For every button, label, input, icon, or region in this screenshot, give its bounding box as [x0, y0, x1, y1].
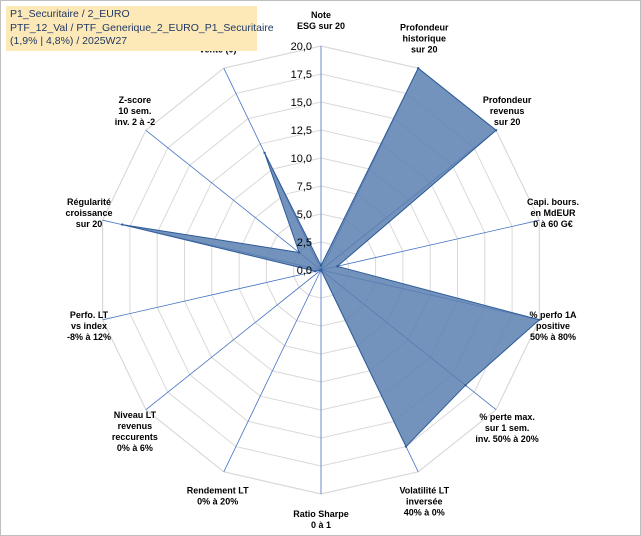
axis-tick-label: 5,0 [297, 209, 312, 221]
category-label-line: 0% à 6% [117, 443, 153, 453]
category-label: % perte max. sur 1 sem. inv. 50% à 20% [475, 412, 538, 444]
portfolio-info-box: P1_Securitaire / 2_EURO PTF_12_Val / PTF… [6, 6, 274, 51]
category-label-line: Note [311, 10, 331, 20]
category-label-line: sur 20 [494, 117, 521, 127]
radar-spoke [145, 269, 322, 411]
axis-tick-label: 10,0 [291, 153, 312, 165]
category-label: Capi. bours. en MdEUR 0 à 60 G€ [527, 197, 579, 229]
series-point [319, 264, 323, 267]
category-label-line: historique [403, 34, 447, 44]
series-point [297, 251, 301, 254]
category-label-line: Régularité [67, 197, 111, 207]
category-label-line: Profondeur [400, 23, 449, 33]
radar-spoke [102, 269, 322, 321]
series-point [404, 445, 408, 448]
category-label-line: sur 20 [411, 45, 438, 55]
series-point [417, 67, 420, 70]
axis-tick-label: 17,5 [291, 69, 312, 81]
info-line-1: P1_Securitaire / 2_EURO [10, 8, 130, 20]
category-label-line: 40% à 0% [404, 507, 445, 517]
category-label-line: sur 1 sem. [485, 423, 530, 433]
category-label: Note ESG sur 20 [297, 10, 345, 31]
series-point [538, 318, 541, 321]
series-point [314, 270, 317, 273]
axis-tick-label: 0,0 [297, 265, 312, 277]
category-label-line: revenus [490, 106, 525, 116]
radar-spoke [320, 219, 540, 271]
category-label: Volatilité LT inversée 40% à 0% [399, 485, 449, 517]
category-label: Ratio Sharpe 0 à 1 [293, 509, 349, 530]
category-label-line: ESG sur 20 [297, 21, 345, 31]
category-label: Z-score 10 sem. inv. 2 à -2 [115, 95, 155, 127]
category-label-line: reccurents [112, 432, 158, 442]
axis-tick-label: 20,0 [291, 41, 312, 53]
series-point [319, 268, 323, 272]
category-label-line: inv. 50% à 20% [475, 434, 538, 444]
category-label-line: % perte max. [479, 412, 535, 422]
category-label-line: 50% à 80% [530, 332, 576, 342]
category-label-line: positive [536, 321, 570, 331]
category-label-line: Ratio Sharpe [293, 509, 349, 519]
radar-spoke [145, 129, 322, 271]
category-label-line: 10 sem. [118, 106, 151, 116]
category-label: Régularité croissance sur 20 [65, 197, 112, 229]
axis-tick-label: 7,5 [297, 181, 312, 193]
category-label-line: inv. 2 à -2 [115, 117, 155, 127]
series-point [336, 265, 339, 268]
category-label-line: -8% à 12% [67, 332, 111, 342]
category-label: % perfo 1A positive 50% à 80% [529, 310, 577, 342]
category-label-line: Capi. bours. [527, 197, 579, 207]
category-label-line: en MdEUR [531, 208, 577, 218]
radar-tick-labels: 0,0 2,5 5,0 7,5 10,0 12,5 15,0 17,5 20,0 [291, 41, 312, 277]
radar-spoke [223, 269, 322, 472]
category-label-line: vs index [71, 321, 107, 331]
category-label-line: croissance [65, 208, 112, 218]
radar-series [121, 67, 541, 448]
category-label: Profondeur historique sur 20 [400, 23, 449, 55]
series-point [464, 384, 467, 387]
category-label-line: sur 20 [76, 219, 103, 229]
category-label-line: Volatilité LT [399, 485, 449, 495]
series-point [121, 223, 124, 226]
category-label-line: Rendement LT [187, 485, 249, 495]
category-label-line: Niveau LT [114, 410, 157, 420]
category-label: Rendement LT 0% à 20% [187, 485, 249, 506]
category-label: Perfo. LT vs index -8% à 12% [67, 310, 111, 342]
category-label-line: 0% à 20% [197, 496, 238, 506]
series-point [263, 151, 266, 155]
info-line-3: (1,9% | 4,8%) / 2025W27 [10, 35, 128, 47]
axis-tick-label: 12,5 [291, 125, 312, 137]
category-label-line: 0 à 1 [311, 520, 331, 530]
category-label-line: Perfo. LT [70, 310, 109, 320]
category-label-line: inversée [406, 496, 443, 506]
category-label: Niveau LT revenus reccurents 0% à 6% [112, 410, 158, 453]
series-point [494, 129, 498, 132]
axis-tick-label: 15,0 [291, 97, 312, 109]
info-line-2: PTF_12_Val / PTF_Generique_2_EURO_P1_Sec… [10, 21, 274, 34]
category-label: Profondeur revenus sur 20 [483, 95, 532, 127]
category-label-line: Profondeur [483, 95, 532, 105]
category-label-line: Z-score [119, 95, 152, 105]
axis-tick-label: 2,5 [297, 237, 312, 249]
category-label-line: revenus [118, 421, 153, 431]
category-label-line: % perfo 1A [529, 310, 577, 320]
category-label-line: 0 à 60 G€ [533, 219, 573, 229]
